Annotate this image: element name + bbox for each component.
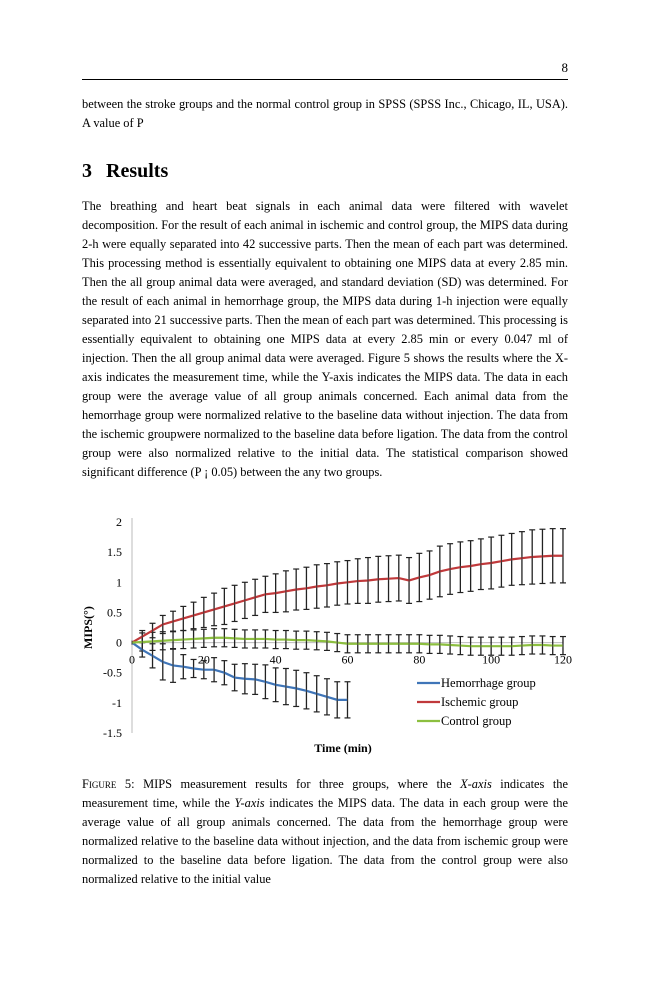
legend-label: Hemorrhage group (441, 676, 536, 690)
caption-text: MIPS measurement results for three group… (134, 777, 461, 791)
y-tick-label: -1 (112, 696, 122, 710)
y-tick-label: -0.5 (103, 666, 122, 680)
section-title: Results (106, 160, 169, 182)
y-axis-title: MIPS(°) (81, 606, 95, 649)
caption-text: indicates the MIPS data. The data in eac… (82, 796, 568, 886)
x-tick-label: 60 (342, 653, 354, 667)
x-tick-label: 20 (198, 653, 210, 667)
section-heading: 3 Results (82, 160, 168, 183)
x-tick-label: 80 (413, 653, 425, 667)
x-tick-label: 120 (554, 653, 572, 667)
results-paragraph: The breathing and heart beat signals in … (82, 199, 568, 479)
caption-yaxis: Y-axis (234, 796, 265, 810)
y-tick-label: 2 (116, 515, 122, 529)
caption-xaxis: X-axis (460, 777, 492, 791)
y-tick-label: 1 (116, 575, 122, 589)
legend-label: Ischemic group (441, 695, 518, 709)
x-tick-label: 40 (270, 653, 282, 667)
section-number: 3 (82, 160, 92, 182)
x-tick-label: 0 (129, 653, 135, 667)
y-tick-label: 1.5 (107, 545, 122, 559)
header-rule (82, 79, 568, 80)
series-line-0 (131, 641, 348, 701)
y-tick-label: -1.5 (103, 726, 122, 740)
caption-text: indicates the measurement time, while th… (82, 777, 569, 810)
y-tick-label: 0 (116, 636, 122, 650)
legend-label: Control group (441, 714, 511, 728)
x-tick-label: 100 (482, 653, 500, 667)
caption-label: Figure 5: (82, 777, 135, 791)
figure-caption: Figure 5: MIPS measurement results for t… (82, 775, 568, 889)
x-axis-title: Time (min) (314, 741, 371, 755)
page-number: 8 (561, 60, 569, 75)
y-tick-label: 0.5 (107, 605, 122, 619)
intro-text: between the stroke groups and the normal… (82, 97, 568, 130)
